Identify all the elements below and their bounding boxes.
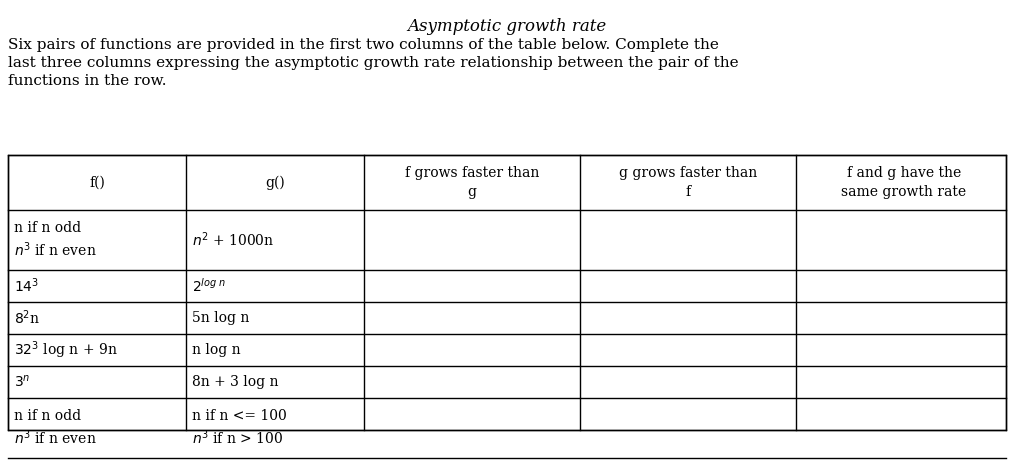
Text: $8^2$n: $8^2$n	[14, 309, 41, 327]
Text: 8n + 3 log n: 8n + 3 log n	[192, 375, 279, 389]
Text: last three columns expressing the asymptotic growth rate relationship between th: last three columns expressing the asympt…	[8, 56, 738, 70]
Bar	[8, 155, 1006, 430]
Text: n if n odd
$n^3$ if n even: n if n odd $n^3$ if n even	[14, 408, 96, 447]
Text: g grows faster than
f: g grows faster than f	[619, 166, 757, 199]
Text: 5n log n: 5n log n	[192, 311, 249, 325]
Text: Six pairs of functions are provided in the first two columns of the table below.: Six pairs of functions are provided in t…	[8, 38, 719, 52]
Text: functions in the row.: functions in the row.	[8, 74, 166, 88]
Text: $14^3$: $14^3$	[14, 276, 40, 295]
Text: $2^{log\ n}$: $2^{log\ n}$	[192, 277, 226, 295]
Text: $3^n$: $3^n$	[14, 374, 30, 390]
Text: Asymptotic growth rate: Asymptotic growth rate	[408, 18, 606, 35]
Text: f(): f()	[89, 176, 104, 189]
Text: f and g have the
same growth rate: f and g have the same growth rate	[842, 166, 966, 199]
Text: n if n <= 100
$n^3$ if n > 100: n if n <= 100 $n^3$ if n > 100	[192, 408, 287, 447]
Text: n if n odd
$n^3$ if n even: n if n odd $n^3$ if n even	[14, 220, 96, 260]
Text: g(): g()	[265, 175, 285, 190]
Text: n log n: n log n	[192, 343, 240, 357]
Text: $32^3$ log n + 9n: $32^3$ log n + 9n	[14, 339, 118, 361]
Text: $n^2$ + 1000n: $n^2$ + 1000n	[192, 231, 275, 249]
Text: f grows faster than
g: f grows faster than g	[405, 166, 539, 199]
